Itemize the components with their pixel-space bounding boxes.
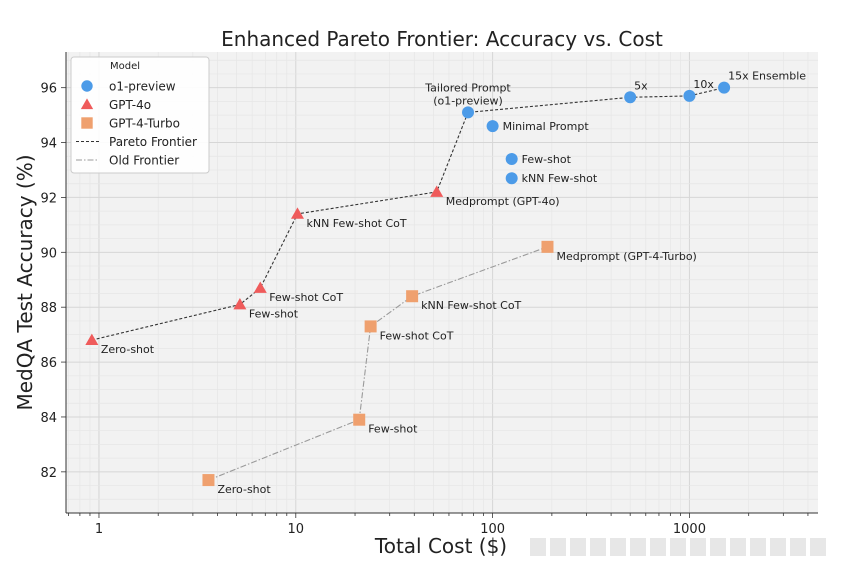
data-label: Zero-shot — [217, 483, 271, 496]
data-label: kNN Few-shot CoT — [421, 299, 521, 312]
x-tick-label: 10 — [288, 522, 305, 537]
data-label: Zero-shot — [101, 343, 155, 356]
legend-marker — [81, 80, 93, 92]
data-label-line: 5x — [634, 79, 648, 92]
y-tick-label: 96 — [40, 82, 57, 97]
legend-label: Pareto Frontier — [109, 135, 197, 149]
data-label-line: Zero-shot — [101, 343, 155, 356]
data-label: kNN Few-shot CoT — [306, 217, 406, 230]
data-label-line: Zero-shot — [217, 483, 271, 496]
y-tick-label: 88 — [40, 301, 57, 316]
y-tick-label: 86 — [40, 356, 57, 371]
y-tick-label: 92 — [40, 191, 57, 206]
data-label: Few-shot — [368, 423, 418, 436]
data-point — [430, 185, 444, 197]
data-point — [202, 474, 215, 487]
data-point — [85, 333, 99, 345]
data-label: Tailored Prompt (o1-preview) — [424, 81, 511, 107]
data-label-line: 15x Ensemble — [728, 70, 806, 83]
data-label-line: Medprompt (GPT-4-Turbo) — [556, 250, 696, 263]
legend-label: GPT-4o — [109, 98, 151, 112]
data-label-line: kNN Few-shot — [522, 172, 598, 185]
data-label: 15x Ensemble — [728, 70, 806, 83]
data-label: 5x — [634, 79, 648, 92]
legend-label: GPT-4-Turbo — [109, 117, 180, 131]
data-point — [406, 290, 419, 303]
data-label-line: Medprompt (GPT-4o) — [446, 195, 560, 208]
point-labels: Tailored Prompt (o1-preview)Minimal Promp… — [101, 70, 806, 496]
data-points — [85, 81, 731, 487]
data-label-line: 10x — [693, 78, 714, 91]
data-label-line: Few-shot — [368, 423, 418, 436]
data-point — [624, 91, 637, 104]
data-label: Medprompt (GPT-4o) — [446, 195, 560, 208]
axis-ticks: 1 10 100 1000 82 84 86 88 90 92 94 96 — [40, 82, 809, 537]
data-label: Few-shot — [522, 153, 572, 166]
data-point — [505, 153, 518, 166]
data-label-line: kNN Few-shot CoT — [421, 299, 521, 312]
data-point — [353, 413, 366, 426]
data-point — [541, 240, 554, 253]
y-tick-label: 94 — [40, 137, 57, 152]
data-label: Medprompt (GPT-4-Turbo) — [556, 250, 696, 263]
watermark — [530, 538, 830, 556]
legend-label: o1-preview — [109, 80, 176, 94]
y-tick-label: 82 — [40, 466, 57, 481]
data-label-line: (o1-preview) — [433, 94, 503, 107]
data-label: Few-shot CoT — [269, 291, 343, 304]
data-label-line: Few-shot — [522, 153, 572, 166]
data-label: Few-shot CoT — [380, 329, 454, 342]
y-tick-label: 90 — [40, 246, 57, 261]
data-label: Few-shot — [249, 307, 299, 320]
data-label-line: Few-shot — [249, 307, 299, 320]
data-point — [486, 120, 499, 133]
x-tick-label: 1000 — [673, 522, 706, 537]
legend-label: Old Frontier — [109, 154, 179, 168]
data-point — [683, 89, 696, 102]
x-tick-label: 1 — [95, 522, 103, 537]
data-point — [505, 172, 518, 185]
y-axis-label: MedQA Test Accuracy (%) — [13, 154, 37, 410]
data-point — [462, 106, 475, 119]
data-label: Minimal Prompt — [503, 120, 590, 133]
x-tick-label: 100 — [480, 522, 505, 537]
data-label-line: Tailored Prompt — [424, 81, 511, 94]
y-tick-label: 84 — [40, 411, 57, 426]
data-point — [290, 207, 304, 219]
legend-box — [70, 56, 210, 174]
data-label: kNN Few-shot — [522, 172, 598, 185]
data-point — [253, 281, 267, 293]
data-label-line: Few-shot CoT — [380, 329, 454, 342]
legend-marker — [81, 117, 93, 129]
legend-title: Model — [110, 61, 140, 72]
data-label: 10x — [693, 78, 714, 91]
legend: Model o1-preview GPT-4o GPT-4-Turbo Pareto F… — [70, 56, 210, 174]
legend-marker — [80, 98, 94, 110]
data-point — [364, 320, 377, 333]
x-axis-label: Total Cost ($) — [374, 534, 507, 558]
data-label-line: Minimal Prompt — [503, 120, 590, 133]
data-label-line: Few-shot CoT — [269, 291, 343, 304]
data-point — [233, 297, 247, 310]
data-point — [718, 81, 731, 94]
data-label-line: kNN Few-shot CoT — [306, 217, 406, 230]
plot-frame — [65, 52, 818, 514]
chart-title: Enhanced Pareto Frontier: Accuracy vs. C… — [221, 27, 663, 51]
